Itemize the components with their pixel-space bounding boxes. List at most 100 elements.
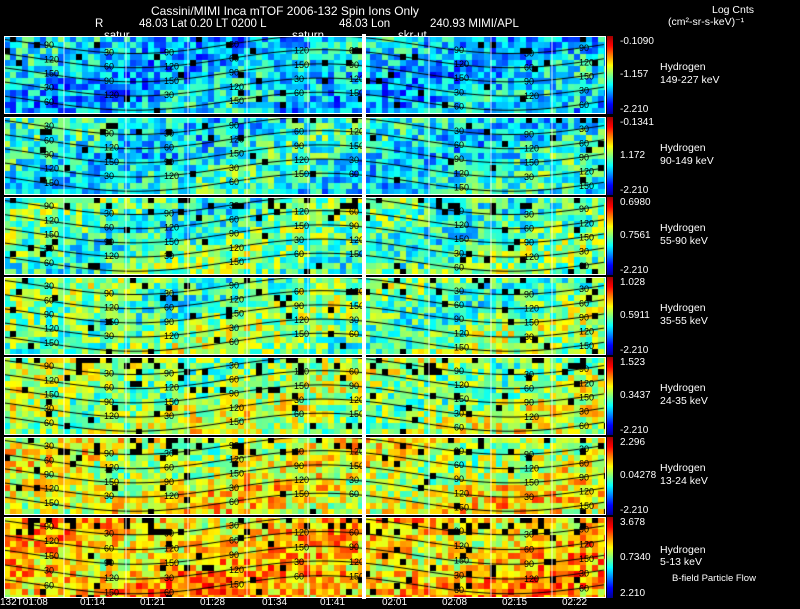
contour-label: 60 (454, 423, 464, 433)
colorbar-mid-label: 0.3437 (620, 390, 651, 401)
contour-label: 30 (579, 444, 589, 454)
contour-label: 150 (294, 489, 309, 499)
contour-label: 30 (349, 155, 359, 165)
contour-label: 150 (294, 542, 309, 552)
contour-label: 60 (44, 418, 54, 428)
contour-label: 30 (229, 360, 239, 370)
contour-label: 120 (229, 455, 244, 465)
time-tick-label: 02:22 (562, 597, 588, 608)
contour-label: 30 (44, 244, 54, 254)
colorbar-mid-label: 0.7340 (620, 551, 651, 563)
contour-label: 60 (104, 223, 114, 233)
contour-label: 120 (294, 528, 309, 538)
time-tick-label: 02:01 (382, 597, 408, 608)
contour-label: 150 (229, 309, 244, 319)
contour-label: 60 (44, 97, 54, 107)
contour-label: 120 (164, 491, 179, 501)
contour-label: 60 (524, 223, 534, 233)
contour-label: 150 (229, 257, 244, 267)
colorbar-mid-label: -1.157 (620, 69, 649, 80)
contour-label: 60 (579, 100, 589, 110)
contour-label: 120 (164, 223, 179, 233)
contour-label: 120 (104, 411, 119, 421)
contour-label: 30 (579, 247, 589, 257)
contour-label: 120 (524, 463, 539, 473)
contour-label: 120 (44, 375, 59, 385)
header-lon: 48.03 Lon (339, 18, 391, 30)
contour-label: 90 (44, 361, 54, 371)
contour-label: 90 (164, 477, 174, 487)
contour-label: 90 (524, 289, 534, 299)
bfield-flow-label: B-field Particle Flow (672, 573, 756, 584)
contour-label: 150 (524, 318, 539, 328)
contour-label: 30 (454, 87, 464, 97)
contour-label: 30 (44, 83, 54, 93)
species-name: Hydrogen (660, 302, 706, 314)
contour-label: 90 (579, 204, 589, 214)
contour-label: 30 (229, 200, 239, 210)
contour-label: 90 (294, 301, 304, 311)
contour-label: 150 (229, 96, 244, 106)
contour-label: 60 (349, 207, 359, 217)
contour-label: 150 (164, 237, 179, 247)
species-label: Hydrogen 90-149 keV (660, 142, 714, 167)
colorbar (607, 117, 613, 195)
contour-label: 30 (164, 288, 174, 298)
contour-label: 120 (454, 59, 469, 69)
contour-label: 120 (44, 484, 59, 494)
contour-label: 90 (164, 208, 174, 218)
contour-label: 90 (524, 398, 534, 408)
contour-label: 60 (229, 497, 239, 507)
contour-label: 120 (44, 324, 59, 334)
panel-grid: 30 60 90 120 150 90 120 150 30 30 60 90 120 90 120 150 3… (4, 117, 606, 195)
contour-label: 120 (104, 463, 119, 473)
contour-label: 150 (164, 76, 179, 86)
colorbar-min-label: 2.210 (620, 588, 646, 599)
spectrogram-image (4, 36, 606, 114)
colorbar-max-label: 1.028 (620, 277, 646, 288)
spectrogram-image (4, 197, 606, 275)
contour-label: 60 (104, 62, 114, 72)
contour-label: 30 (524, 172, 534, 182)
contour-label: 60 (164, 143, 174, 153)
contour-label: 60 (229, 54, 239, 64)
contour-label: 30 (104, 529, 114, 539)
contour-label: 90 (164, 368, 174, 378)
contour-label: 30 (229, 521, 239, 531)
contour-label: 90 (229, 229, 239, 239)
contour-label: 120 (349, 557, 364, 567)
time-tick-label: 01:34 (262, 597, 288, 608)
contour-label: 90 (454, 314, 464, 324)
contour-label: 30 (44, 566, 54, 576)
contour-label: 30 (294, 74, 304, 84)
contour-label: 60 (349, 46, 359, 56)
contour-label: 150 (294, 60, 309, 70)
contour-label: 60 (524, 62, 534, 72)
contour-label: 150 (579, 554, 594, 564)
contour-label: 30 (164, 128, 174, 138)
colorbar (607, 517, 613, 598)
contour-label: 120 (454, 220, 469, 230)
contour-label: 30 (164, 411, 174, 421)
contour-label: 90 (104, 448, 114, 458)
contour-label: 90 (579, 525, 589, 535)
contour-label: 90 (454, 366, 464, 376)
contour-label: 120 (44, 536, 59, 546)
contour-label: 60 (349, 329, 359, 339)
contour-label: 60 (579, 298, 589, 308)
time-tick-label: 01:21 (140, 597, 166, 608)
panel-grid: 30 60 90 120 150 90 120 150 30 30 60 90 120 90 120 150 3… (4, 437, 606, 515)
contour-label: 150 (44, 389, 59, 399)
contour-label: 90 (164, 529, 174, 539)
energy-range: 13-24 keV (660, 474, 708, 487)
contour-label: 90 (44, 309, 54, 319)
contour-label: 60 (294, 127, 304, 137)
colorbar-max-label: 1.523 (620, 357, 646, 368)
spectrogram-panel: 30 60 90 120 150 90 120 150 30 30 60 90 120 90 120 150 3… (4, 117, 606, 195)
colorbar-max-label: 3.678 (620, 517, 646, 528)
contour-label: 60 (294, 249, 304, 259)
contour-label: 30 (294, 235, 304, 245)
contour-label: 60 (229, 177, 239, 187)
contour-label: 90 (454, 526, 464, 536)
contour-label: 120 (294, 207, 309, 217)
